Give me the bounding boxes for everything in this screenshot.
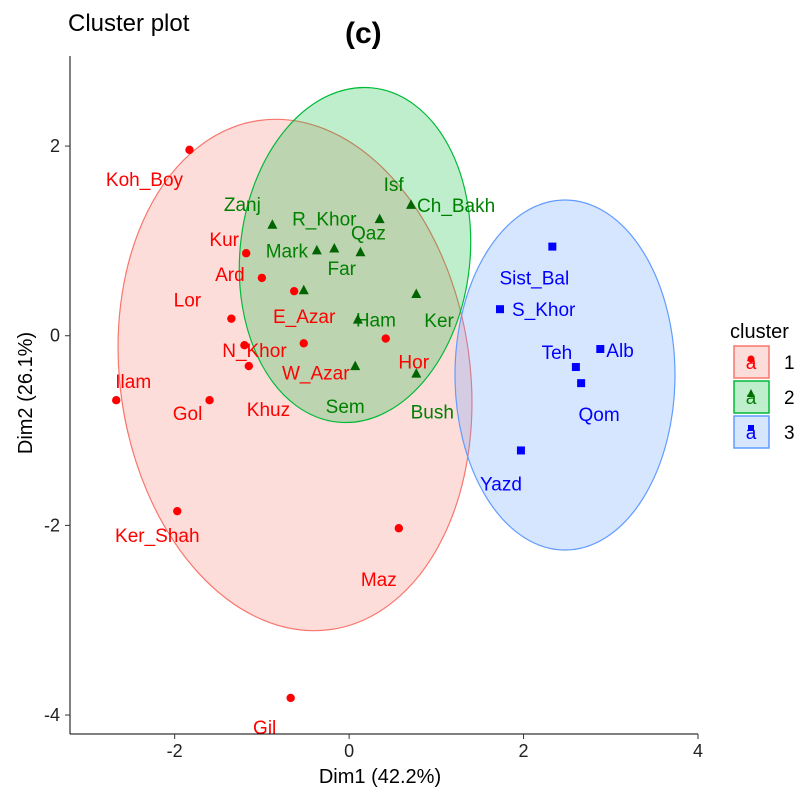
point-qaz — [355, 246, 366, 257]
point-mark — [311, 244, 322, 255]
point-label-koh-boy: Koh_Boy — [106, 170, 184, 191]
point-kur — [241, 249, 251, 258]
point-label-ilam: Ilam — [115, 372, 151, 393]
point-khuz — [244, 361, 254, 371]
axes: -2 0 2 4 -4 -2 0 2 — [44, 56, 703, 761]
point-hor — [381, 334, 390, 343]
point-label-khuz: Khuz — [247, 400, 290, 421]
point-label-mark: Mark — [266, 241, 309, 262]
point-r-khor — [329, 242, 340, 253]
point-label-bush: Bush — [411, 403, 454, 424]
cluster-1-ellipse — [117, 118, 473, 632]
y-axis-title: Dim2 (26.1%) — [15, 332, 37, 454]
point-label-qom: Qom — [579, 405, 620, 426]
data-points — [112, 145, 605, 703]
y-tick-label: -4 — [44, 705, 60, 725]
legend-label-1: 1 — [784, 353, 795, 374]
point-label-teh: Teh — [542, 343, 573, 364]
point-zanj — [267, 219, 278, 229]
point-labels: Koh_Boy Kur Ard E_Azar Lor N_Khor Khuz W_Azar Ho… — [106, 170, 634, 739]
point-lor — [227, 314, 236, 323]
x-tick-label: 4 — [693, 741, 703, 761]
point-label-ch-bakh: Ch_Bakh — [417, 196, 495, 217]
point-label-sem: Sem — [326, 397, 365, 418]
y-tick-label: 0 — [50, 326, 60, 346]
point-label-r-khor: R_Khor — [292, 209, 357, 230]
point-label-w-azar: W_Azar — [282, 363, 350, 384]
point-sist-bal — [548, 242, 557, 251]
point-n-khor — [240, 341, 249, 350]
y-tick-label: -2 — [44, 515, 60, 535]
cluster-2-ellipse — [238, 86, 472, 424]
cluster-3-ellipse — [454, 199, 676, 551]
point-label-ker: Ker — [424, 311, 454, 332]
point-sem — [350, 360, 361, 371]
point-label-ard: Ard — [215, 265, 245, 286]
x-tick-label: -2 — [167, 741, 183, 761]
legend-marker-3 — [748, 425, 754, 431]
point-label-ker-shah: Ker_Shah — [115, 526, 200, 547]
point-label-gol: Gol — [173, 404, 203, 425]
legend-marker-2 — [747, 389, 755, 397]
point-label-e-azar: E_Azar — [273, 307, 336, 328]
legend-marker-1 — [747, 355, 755, 363]
point-label-alb: Alb — [606, 341, 633, 362]
point-label-zanj: Zanj — [224, 195, 261, 216]
point-label-s-khor: S_Khor — [512, 300, 576, 321]
point-ilam — [112, 396, 121, 405]
x-axis-title: Dim1 (42.2%) — [319, 766, 441, 788]
x-tick-label: 2 — [519, 741, 529, 761]
point-ard — [257, 273, 267, 283]
point-far — [298, 284, 309, 295]
point-label-isf: Isf — [384, 175, 405, 196]
point-gil — [286, 693, 295, 703]
legend-glyph-3: a — [746, 423, 757, 444]
cluster-ellipses — [117, 86, 676, 632]
legend-label-2: 2 — [784, 388, 795, 409]
point-ham — [352, 314, 363, 324]
chart-title: Cluster plot — [68, 10, 190, 37]
point-koh-boy — [185, 145, 194, 155]
point-e-azar — [289, 286, 299, 296]
point-s-khor — [496, 305, 505, 314]
point-label-maz: Maz — [361, 570, 397, 591]
point-alb — [596, 345, 605, 354]
point-isf — [374, 213, 385, 224]
point-label-qaz: Qaz — [351, 223, 386, 244]
point-qom — [577, 379, 586, 388]
point-label-kur: Kur — [209, 230, 239, 251]
point-ch-bakh — [406, 199, 417, 209]
point-label-far: Far — [328, 259, 357, 280]
point-teh — [571, 363, 580, 372]
point-gol — [205, 396, 214, 405]
point-label-sist-bal: Sist_Bal — [499, 269, 569, 290]
legend-glyph-2: a — [746, 388, 757, 409]
legend-glyph-1: a — [746, 353, 757, 374]
point-maz — [394, 524, 404, 533]
point-label-ham: Ham — [356, 311, 396, 332]
point-ker-shah — [173, 506, 182, 516]
point-label-hor: Hor — [398, 353, 429, 374]
point-yazd — [516, 446, 525, 455]
legend: a 1 a 2 a 3 — [733, 345, 795, 449]
point-label-gil: Gil — [253, 718, 276, 739]
point-ker — [411, 288, 422, 299]
point-label-yazd: Yazd — [480, 474, 522, 495]
y-tick-label: 2 — [50, 136, 60, 156]
point-bush — [411, 368, 422, 378]
point-w-azar — [299, 339, 308, 348]
x-tick-label: 0 — [344, 741, 354, 761]
legend-key-3 — [733, 415, 770, 449]
chart-subtitle: (c) — [345, 17, 382, 50]
legend-label-3: 3 — [784, 423, 795, 444]
point-label-n-khor: N_Khor — [222, 341, 287, 362]
legend-title: cluster — [730, 321, 789, 343]
point-label-lor: Lor — [174, 291, 202, 312]
